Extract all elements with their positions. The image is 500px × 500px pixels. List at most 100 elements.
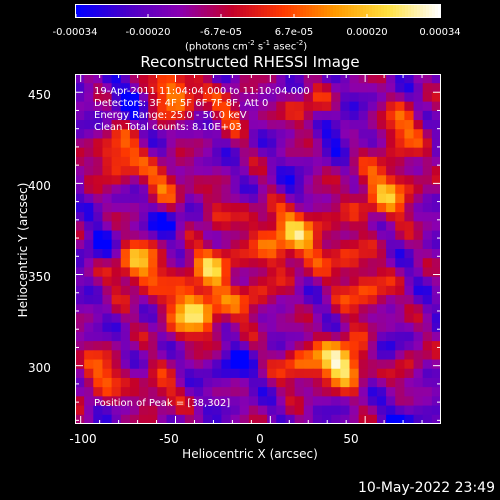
heatmap-cell — [367, 387, 378, 397]
heatmap-cell — [84, 101, 94, 112]
heatmap-cell — [376, 331, 387, 342]
heatmap-cell — [431, 377, 441, 388]
colorbar-swatch — [189, 4, 193, 18]
heatmap-cell — [75, 341, 85, 351]
heatmap-cell — [193, 120, 204, 130]
heatmap-cell — [404, 258, 415, 268]
heatmap-cell — [166, 120, 177, 130]
heatmap-cell — [166, 156, 177, 167]
heatmap-cell — [239, 221, 250, 232]
heatmap-cell — [349, 175, 360, 186]
heatmap-cell — [276, 221, 286, 232]
heatmap-cell — [267, 239, 277, 250]
colorbar-swatch — [138, 4, 142, 18]
heatmap-cell — [322, 405, 332, 416]
heatmap-cell — [230, 110, 241, 121]
heatmap-cell — [221, 175, 232, 186]
heatmap-cell — [312, 258, 323, 268]
heatmap-cell — [221, 129, 232, 139]
heatmap-cell — [404, 267, 415, 278]
heatmap-cell — [367, 396, 378, 407]
colorbar-swatch — [393, 4, 397, 18]
heatmap-cell — [303, 184, 314, 195]
heatmap-cell — [230, 212, 241, 222]
heatmap-cell — [120, 74, 131, 84]
heatmap-cell — [276, 359, 286, 370]
heatmap-cell — [129, 230, 140, 241]
heatmap-cell — [386, 414, 396, 424]
heatmap-cell — [203, 239, 213, 250]
heatmap-cell — [258, 350, 268, 361]
heatmap-cell — [102, 276, 113, 287]
heatmap-cell — [102, 396, 113, 407]
colorbar-units-label: (photons cm-2 s-1 asec-2) — [185, 39, 308, 53]
heatmap-cell — [157, 304, 167, 314]
heatmap-cell — [294, 359, 305, 370]
heatmap-cell — [111, 147, 122, 158]
heatmap-cell — [102, 120, 113, 130]
heatmap-cell — [212, 221, 222, 232]
heatmap-cell — [349, 350, 360, 361]
colorbar-swatch — [354, 4, 358, 18]
heatmap-cell — [267, 276, 277, 287]
heatmap-cell — [322, 258, 332, 268]
heatmap-cell — [340, 239, 350, 250]
heatmap-cell — [349, 249, 360, 259]
heatmap-cell — [102, 414, 113, 424]
heatmap-cell — [431, 156, 441, 167]
heatmap-cell — [129, 74, 140, 84]
heatmap-cell — [322, 212, 332, 222]
heatmap-cell — [367, 313, 378, 324]
heatmap-cell — [395, 258, 405, 268]
heatmap-cell — [395, 212, 405, 222]
heatmap-cell — [267, 166, 277, 176]
heatmap-cell — [422, 101, 433, 112]
heatmap-cell — [386, 239, 396, 250]
heatmap-cell — [93, 166, 103, 176]
heatmap-cell — [193, 110, 204, 121]
colorbar-swatch — [330, 4, 334, 18]
heatmap-cell — [175, 304, 186, 314]
heatmap-cell — [340, 387, 350, 397]
heatmap-cell — [166, 258, 177, 268]
heatmap-cell — [376, 276, 387, 287]
heatmap-cell — [203, 212, 213, 222]
heatmap-cell — [221, 331, 232, 342]
heatmap-cell — [303, 249, 314, 259]
heatmap-cell — [349, 110, 360, 121]
heatmap-cell — [285, 258, 296, 268]
heatmap-cell — [102, 285, 113, 296]
heatmap-cell — [93, 249, 103, 259]
heatmap-cell — [129, 387, 140, 397]
heatmap-cell — [376, 285, 387, 296]
heatmap-cell — [157, 101, 167, 112]
heatmap-cell — [203, 267, 213, 278]
heatmap-cell — [422, 249, 433, 259]
heatmap-cell — [276, 101, 286, 112]
heatmap-cell — [294, 387, 305, 397]
colorbar-swatch — [258, 4, 262, 18]
heatmap-cell — [93, 267, 103, 278]
heatmap-cell — [358, 221, 369, 232]
heatmap-cell — [84, 341, 94, 351]
heatmap-cell — [84, 304, 94, 314]
colorbar-swatch — [117, 4, 121, 18]
heatmap-cell — [413, 239, 424, 250]
heatmap-cell — [422, 276, 433, 287]
heatmap-cell — [358, 341, 369, 351]
heatmap-cell — [166, 368, 177, 379]
heatmap-cell — [157, 322, 167, 333]
heatmap-cell — [230, 359, 241, 370]
heatmap-cell — [93, 202, 103, 213]
heatmap-cell — [422, 83, 433, 93]
heatmap-cell — [331, 405, 341, 416]
heatmap-cell — [221, 405, 232, 416]
heatmap-cell — [267, 110, 277, 121]
heatmap-cell — [75, 295, 85, 305]
heatmap-cell — [212, 331, 222, 342]
heatmap-cell — [312, 156, 323, 167]
heatmap-cell — [367, 368, 378, 379]
heatmap-cell — [184, 368, 195, 379]
heatmap-cell — [184, 414, 195, 424]
heatmap-cell — [93, 74, 103, 84]
